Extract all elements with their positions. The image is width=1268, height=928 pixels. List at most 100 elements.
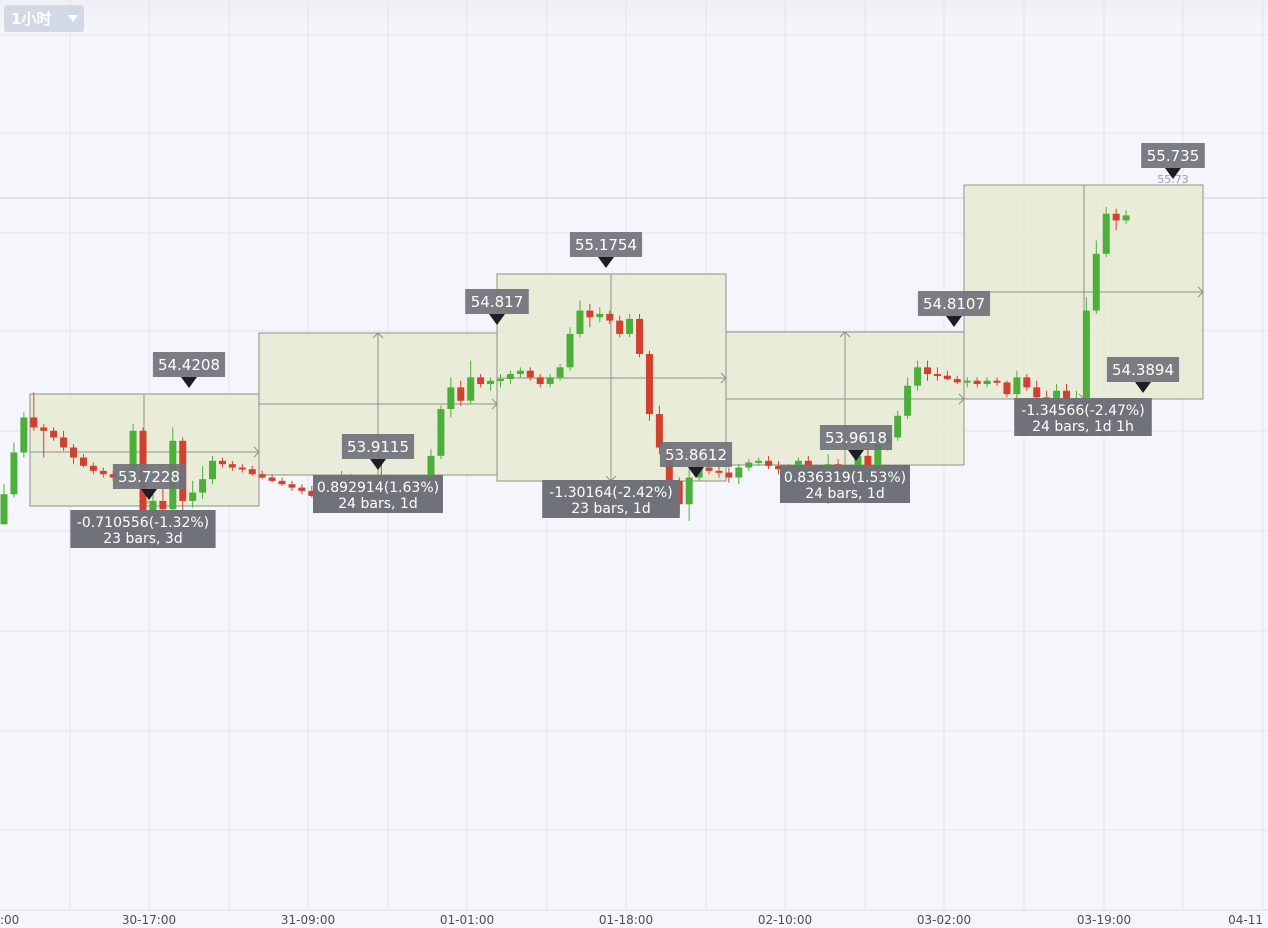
price-marker-icon bbox=[489, 314, 505, 325]
measurement-change: 0.892914(1.63%) bbox=[317, 480, 439, 496]
price-label: 53.9115 bbox=[341, 434, 415, 470]
price-marker-icon bbox=[1135, 382, 1151, 393]
price-marker-icon bbox=[181, 377, 197, 388]
price-label-text: 54.3894 bbox=[1112, 361, 1174, 379]
candle-down bbox=[536, 377, 544, 385]
candle-up bbox=[894, 415, 902, 438]
candle-down bbox=[725, 472, 733, 478]
candle-up bbox=[209, 460, 217, 480]
interval-label: 1小时 bbox=[11, 10, 52, 28]
candle-down bbox=[923, 367, 931, 375]
candle-down bbox=[943, 375, 951, 380]
candle-down bbox=[636, 318, 644, 354]
arrow-head bbox=[839, 331, 851, 338]
price-label: 53.8612 bbox=[659, 442, 733, 478]
candle-up bbox=[685, 477, 693, 505]
candle-up bbox=[546, 377, 554, 385]
candle-down bbox=[278, 480, 286, 485]
measurement-label-bg bbox=[542, 480, 680, 518]
price-label-bg bbox=[341, 434, 415, 459]
candle-up bbox=[566, 333, 574, 368]
candle-up bbox=[437, 409, 445, 456]
candle-down bbox=[258, 474, 266, 478]
candle-down bbox=[50, 430, 58, 438]
candle-down bbox=[655, 414, 663, 448]
x-tick-label: 30-17:00 bbox=[122, 913, 176, 927]
candle-down bbox=[218, 460, 226, 465]
candle-down bbox=[288, 484, 296, 488]
candle-down bbox=[70, 447, 78, 458]
x-tick-label: 03-02:00 bbox=[917, 913, 971, 927]
candle-up bbox=[914, 367, 922, 386]
price-label: 54.4208 bbox=[152, 352, 226, 388]
arrow-head bbox=[1197, 286, 1204, 298]
price-label-bg bbox=[152, 352, 226, 377]
x-tick-label: 01-18:00 bbox=[599, 913, 653, 927]
candle-down bbox=[973, 380, 981, 385]
candle-up bbox=[735, 467, 743, 478]
candle-up bbox=[506, 374, 514, 380]
price-marker-icon bbox=[946, 316, 962, 327]
measurement-change: -1.30164(-2.42%) bbox=[549, 485, 672, 501]
candle-down bbox=[953, 379, 961, 383]
chevron-down-icon bbox=[68, 15, 78, 22]
interval-selector[interactable]: 1小时 bbox=[4, 5, 84, 32]
candle-down bbox=[268, 477, 276, 481]
candle-down bbox=[606, 313, 614, 321]
candle-up bbox=[874, 444, 882, 473]
measurement-change: 0.836319(1.53%) bbox=[784, 470, 906, 486]
candle-up bbox=[447, 387, 455, 410]
price-label: 53.7228 bbox=[112, 464, 186, 500]
x-tick-label: 04-11 bbox=[1228, 913, 1263, 927]
candle-up bbox=[1092, 253, 1100, 311]
candle-down bbox=[1112, 213, 1120, 221]
candle-up bbox=[1013, 377, 1021, 395]
candle-down bbox=[765, 460, 773, 466]
candle-down bbox=[159, 500, 167, 510]
candle-up bbox=[963, 380, 971, 383]
measurement-span: 24 bars, 1d bbox=[338, 496, 417, 512]
measurement-span: 23 bars, 3d bbox=[103, 531, 182, 547]
candle-up bbox=[20, 417, 28, 453]
measurement-label-bg bbox=[780, 465, 910, 503]
candle-down bbox=[238, 467, 246, 470]
measurement-label: -1.34566(-2.47%)24 bars, 1d 1h bbox=[1014, 398, 1152, 436]
candle-up bbox=[576, 310, 584, 334]
measurement-span: 24 bars, 1d 1h bbox=[1032, 419, 1134, 435]
candle-up bbox=[10, 452, 18, 495]
candle-down bbox=[89, 465, 97, 471]
candle-up bbox=[1122, 215, 1130, 221]
x-tick-label: 01-01:00 bbox=[440, 913, 494, 927]
price-marker-icon bbox=[688, 467, 704, 478]
x-tick-label: 03-19:00 bbox=[1077, 913, 1131, 927]
candle-down bbox=[298, 487, 306, 491]
candle-down bbox=[705, 467, 713, 471]
candle-down bbox=[775, 465, 783, 470]
candle-up bbox=[745, 462, 753, 468]
candle-up bbox=[199, 479, 207, 493]
price-label-bg bbox=[1106, 357, 1180, 382]
x-axis: :00 30-17:00 31-09:00 01-01:00 01-18:00 02-10… bbox=[0, 913, 1263, 927]
price-label: 54.3894 bbox=[1106, 357, 1180, 393]
x-tick-label: :00 bbox=[0, 913, 19, 927]
price-label-text: 54.4208 bbox=[158, 356, 220, 374]
measurement-change: -0.710556(-1.32%) bbox=[77, 515, 209, 531]
price-labels: 55.73 -0.710556(-1.32%)23 bars, 3d 0.89291… bbox=[70, 143, 1205, 548]
price-marker-icon bbox=[370, 459, 386, 470]
candle-down bbox=[60, 437, 68, 448]
price-marker-icon bbox=[1165, 168, 1181, 179]
price-label: 55.735 bbox=[1141, 143, 1205, 179]
candle-up bbox=[516, 370, 524, 375]
candle-down bbox=[586, 310, 594, 318]
candle-down bbox=[248, 469, 256, 475]
price-label-bg bbox=[659, 442, 733, 467]
arrow-head bbox=[372, 332, 384, 339]
measurement-label: -0.710556(-1.32%)23 bars, 3d bbox=[70, 510, 216, 548]
measurement-label: 0.836319(1.53%)24 bars, 1d bbox=[780, 465, 910, 503]
price-label-bg bbox=[569, 232, 643, 257]
candle-up bbox=[904, 385, 912, 416]
candle-down bbox=[715, 470, 723, 473]
price-label-bg bbox=[819, 425, 893, 450]
candle-down bbox=[79, 457, 87, 466]
